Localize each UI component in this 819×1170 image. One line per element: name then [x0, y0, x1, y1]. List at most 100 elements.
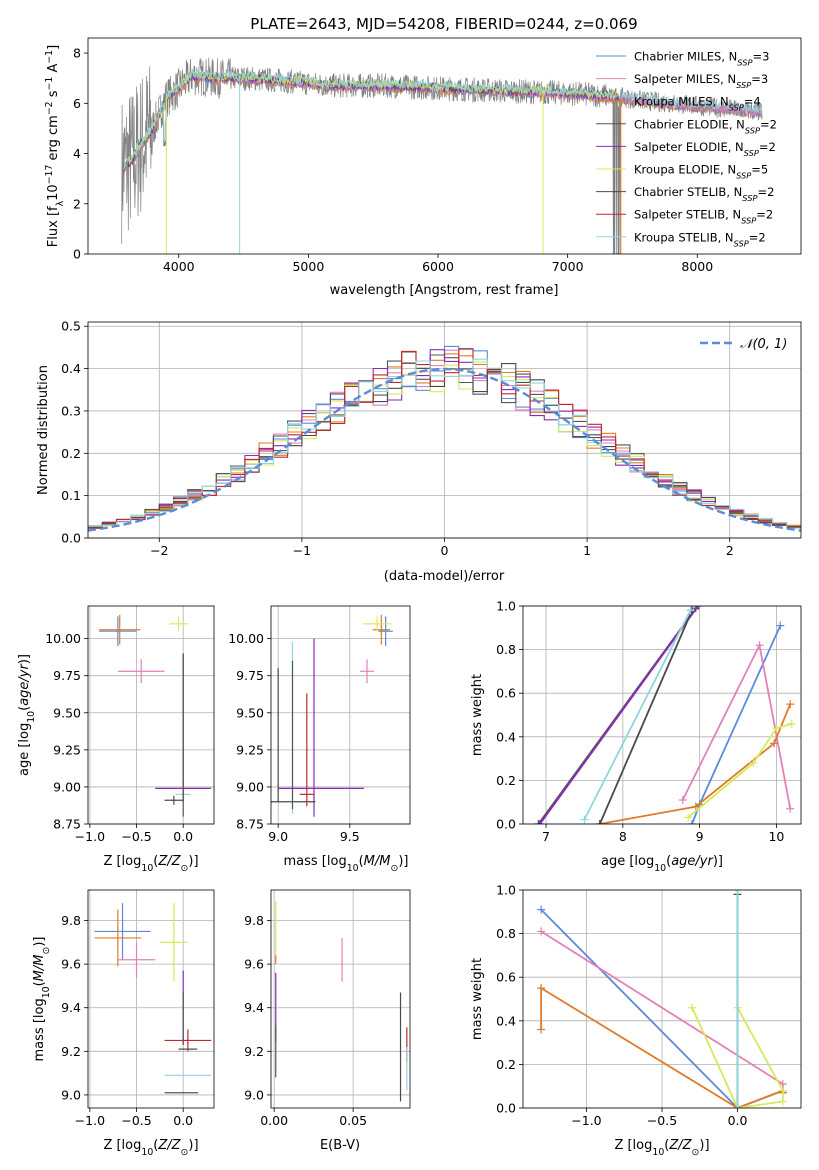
weight-point-marker: [534, 820, 543, 824]
y-tick-label: 0.2: [496, 1057, 516, 1072]
weight-point-marker: [595, 820, 604, 824]
age-vs-Z-y-axis-label: age [log10(age/yr)]: [17, 654, 37, 776]
x-tick-label: 0.0: [173, 829, 193, 844]
weight-point-marker: [537, 1025, 546, 1034]
weight-series-line: [598, 610, 693, 824]
weight-point-marker: [688, 1003, 697, 1012]
spectrum-panel: 4000 5000 6000 7000 8000 0 2 4 6 8 wavelength [Ang…: [44, 37, 802, 298]
age-vs-mass-panel: 9.0 9.5 8.75 9.00 9.25 9.50 9.75 10.00 mass [log…: [228, 605, 411, 874]
y-tick-label: 9.0: [244, 1087, 264, 1102]
y-tick-label: 9.25: [236, 742, 264, 757]
plot-area: [99, 614, 212, 817]
y-tick-label: 0.6: [496, 970, 516, 985]
x-tick-label: −1.0: [75, 1113, 105, 1128]
axes-frame: [522, 605, 802, 825]
y-tick-label: 0.0: [496, 817, 516, 832]
x-tick-label: 9.5: [340, 829, 360, 844]
y-tick-label: 9.4: [61, 1000, 81, 1015]
weight-point-marker: [786, 804, 795, 813]
y-tick-label: 0.2: [61, 446, 81, 461]
figure-title: PLATE=2643, MJD=54208, FIBERID=0244, z=0…: [250, 15, 637, 33]
y-tick-label: 0.5: [61, 319, 81, 334]
weight-point-marker: [678, 796, 687, 805]
weight-point-marker: [537, 984, 546, 993]
y-tick-label: 0.6: [496, 686, 516, 701]
weight-series-line: [681, 642, 792, 809]
axes-frame: [270, 889, 411, 1109]
weight-point-marker: [686, 606, 695, 615]
y-tick-label: 9.00: [236, 779, 264, 794]
legend-label: Chabrier STELIB, NSSP=2: [634, 185, 774, 203]
weight-point-marker: [778, 1097, 787, 1106]
y-tick-label: 0.2: [496, 773, 516, 788]
y-tick-label: 9.6: [244, 957, 264, 972]
spectrum-legend: Chabrier MILES, NSSP=3 Salpeter MILES, NS…: [596, 50, 777, 248]
x-tick-label: 8000: [681, 259, 713, 274]
weight-point-marker: [537, 905, 546, 914]
x-tick-label: 0: [441, 543, 449, 558]
y-tick-label: 9.2: [61, 1044, 81, 1059]
x-tick-label: 10: [768, 829, 784, 844]
weight-series-line: [687, 722, 793, 819]
mass-vs-Z-panel: −1.0 −0.5 0.0 9.0 9.2 9.4 9.6 9.8 Z [log10(Z/Z⊙)…: [32, 889, 215, 1158]
y-tick-label: 9.00: [53, 779, 81, 794]
x-tick-label: −1.0: [571, 1113, 601, 1128]
weight-vs-Z-y-axis-label: mass weight: [470, 958, 485, 1040]
y-tick-label: 9.4: [244, 1000, 264, 1015]
mass-vs-Z-x-axis-label: Z [log10(Z/Z⊙)]: [103, 1138, 198, 1158]
y-tick-label: 10.00: [45, 631, 81, 646]
weight-vs-Z-panel: −1.0 −0.5 0.0 0.0 0.2 0.4 0.6 0.8 1.0 Z [log10(Z/…: [470, 883, 802, 1158]
y-tick-label: 6: [73, 96, 81, 111]
x-tick-label: −0.5: [121, 1113, 151, 1128]
y-tick-label: 9.0: [61, 1087, 81, 1102]
axes-frame: [522, 889, 802, 1109]
x-tick-label: 5000: [292, 259, 324, 274]
weight-vs-Z-x-axis-label: Z [log10(Z/Z⊙)]: [614, 1138, 709, 1158]
model-spectrum-line: [123, 69, 763, 169]
legend-label: Salpeter ELODIE, NSSP=2: [634, 140, 776, 158]
axes-frame: [87, 605, 215, 825]
plot-area: [88, 345, 801, 532]
weight-series-line: [599, 703, 792, 824]
plot-area: [537, 890, 787, 1108]
legend-label: 𝒩(0, 1): [740, 337, 787, 352]
weight-point-marker: [772, 724, 781, 733]
y-tick-label: 10.00: [228, 631, 264, 646]
axes-frame: [87, 889, 215, 1109]
weight-point-marker: [786, 700, 795, 709]
y-tick-label: 0.4: [496, 729, 516, 744]
weight-series-line: [539, 606, 699, 824]
plot-area: [271, 614, 393, 817]
x-tick-label: −0.5: [647, 1113, 677, 1128]
y-tick-label: 4: [73, 146, 81, 161]
x-tick-label: 8: [619, 829, 627, 844]
weight-point-marker: [776, 621, 785, 630]
x-tick-label: 1: [583, 543, 591, 558]
y-tick-label: 8.75: [236, 817, 264, 832]
x-tick-label: 9: [696, 829, 704, 844]
axes-frame: [87, 37, 802, 255]
y-tick-label: 1.0: [496, 883, 516, 898]
weight-point-marker: [687, 820, 696, 824]
y-tick-label: 9.50: [53, 705, 81, 720]
residual-x-axis-label: (data-model)/error: [384, 569, 505, 584]
age-vs-Z-x-axis-label: Z [log10(Z/Z⊙)]: [103, 854, 198, 874]
age-vs-Z-panel: −1.0 −0.5 0.0 8.75 9.00 9.25 9.50 9.75 10.00 Z [l…: [17, 605, 215, 874]
x-tick-label: 7000: [552, 259, 584, 274]
y-tick-label: 0.8: [496, 642, 516, 657]
y-tick-label: 8: [73, 46, 81, 61]
y-tick-label: 9.75: [53, 668, 81, 683]
legend-label: Salpeter MILES, NSSP=3: [634, 72, 768, 90]
x-tick-label: −1: [293, 543, 311, 558]
y-tick-label: 0.1: [61, 488, 81, 503]
x-tick-label: 0.00: [260, 1113, 288, 1128]
y-tick-label: 1.0: [496, 599, 516, 614]
age-vs-mass-x-axis-label: mass [log10(M/M⊙)]: [284, 854, 409, 874]
x-tick-label: 9.0: [268, 829, 288, 844]
mass-vs-EBV-panel: 0.00 0.05 9.0 9.2 9.4 9.6 9.8 E(B-V): [244, 889, 411, 1153]
weight-point-marker: [778, 1086, 787, 1095]
weight-point-marker: [749, 758, 758, 767]
y-tick-label: 0.0: [61, 531, 81, 546]
legend-label: Salpeter STELIB, NSSP=2: [634, 208, 773, 226]
weight-point-marker: [755, 641, 764, 650]
